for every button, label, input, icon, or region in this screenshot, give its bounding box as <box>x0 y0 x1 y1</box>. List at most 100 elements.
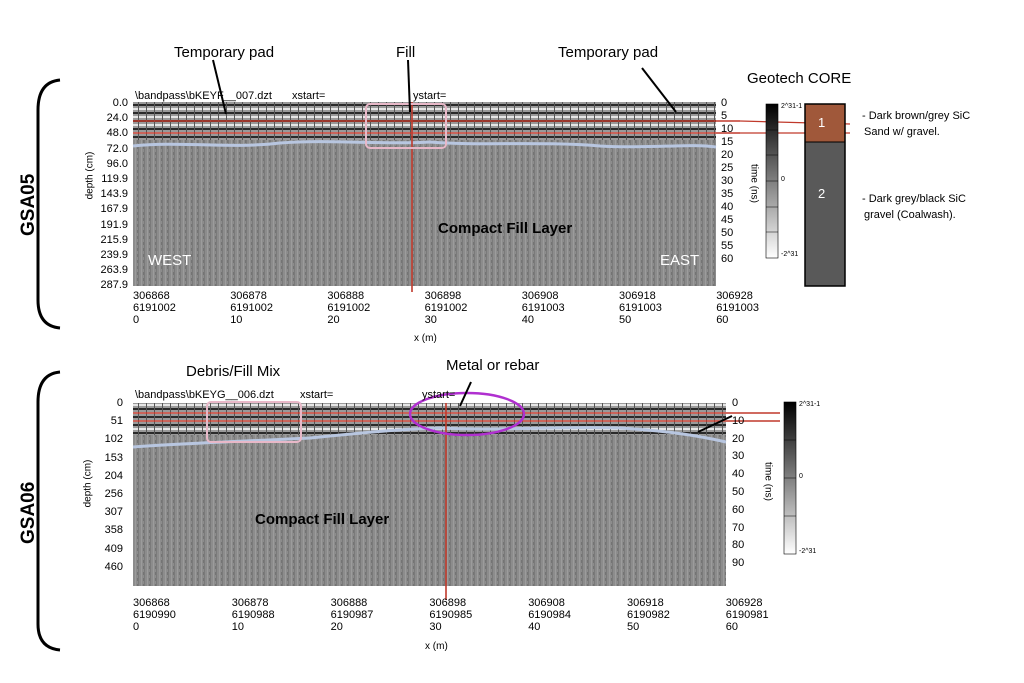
core-frame <box>804 103 846 287</box>
gsa05-x-tick-3-m: 30 <box>424 314 437 326</box>
gsa06-x-tick-5: 306918 6190982 50 <box>627 597 670 633</box>
gsa05-colorbar-bottom: -2^31 <box>781 251 799 258</box>
gsa06-depth-tick-4: 204 <box>104 469 123 482</box>
gsa05-x-tick-1-e: 306878 <box>230 290 267 302</box>
gsa05-depth-tick-0: 0.0 <box>112 97 128 109</box>
gsa06-x-tick-5-m: 50 <box>627 621 640 633</box>
gsa05-x-tick-3-e: 306898 <box>424 290 462 302</box>
gsa06-depth-tick-8: 409 <box>104 542 123 555</box>
gsa06-ann-metal: Metal or rebar <box>446 357 540 374</box>
gsa05-x-tick-1-m: 10 <box>230 314 243 326</box>
gsa05-depth-tick-8: 191.9 <box>100 218 128 231</box>
gsa05-file-line: \bandpass\bKEYF__007.dzt <box>135 90 272 102</box>
gsa05-depth-tick-7: 167.9 <box>100 203 128 216</box>
gsa05-depth-tick-10: 239.9 <box>100 249 128 261</box>
gsa06-x-tick-6: 306928 6190981 60 <box>726 597 769 633</box>
gsa06-time-tick-5: 50 <box>732 486 745 498</box>
gsa06-x-tick-5-e: 306918 <box>627 597 664 609</box>
gsa05-ann-west: WEST <box>148 252 192 269</box>
gsa06-depth-tick-3: 153 <box>104 451 123 464</box>
core-layer-1 <box>804 103 846 143</box>
gsa06-ann-debris: Debris/Fill Mix <box>186 363 281 380</box>
core-layer-2-number: 2 <box>818 186 826 201</box>
gsa05-x-tick-2-e: 306888 <box>327 290 365 302</box>
gsa06-debris-box <box>206 401 302 443</box>
gsa06-x-tick-2-m: 20 <box>330 621 343 633</box>
gsa06-x-tick-4-m: 40 <box>528 621 541 633</box>
gsa05-x-tick-2: 306888 6191002 20 <box>327 290 370 326</box>
gsa06-depth-tick-9: 460 <box>104 560 123 573</box>
gsa06-colorbar-mid: 0 <box>799 473 803 480</box>
gsa06-colorbar-top: 2^31-1 <box>799 401 821 408</box>
gsa05-label: GSA05 <box>18 173 39 236</box>
gsa05-time-axis-label: time (ns) <box>748 164 760 203</box>
gsa05-x-tick-5-m: 50 <box>619 314 632 326</box>
gsa06-time-tick-8: 80 <box>732 539 745 552</box>
gsa05-depth-tick-6: 143.9 <box>100 188 128 201</box>
gsa06-x-tick-0-e: 306868 <box>133 597 170 609</box>
gsa06-pointer-right <box>697 415 733 433</box>
gsa06-x-tick-1-e: 306878 <box>231 597 269 609</box>
core-layer-2-desc-line1: - Dark grey/black SiC <box>862 193 966 205</box>
core-layer-2 <box>804 141 846 287</box>
gsa05-x-tick-2-n: 6191002 <box>327 302 371 314</box>
gsa05-time-tick-5: 25 <box>721 162 734 174</box>
gsa06-label: GSA06 <box>18 481 39 544</box>
gsa05-x-tick-4-e: 306908 <box>521 290 559 302</box>
gsa06-x-tick-2: 306888 6190987 20 <box>331 597 374 633</box>
gsa06-x-tick-2-n: 6190987 <box>330 609 374 621</box>
gsa06-depth-tick-0: 0 <box>116 397 123 409</box>
gsa05-x-tick-6-n: 6191003 <box>716 302 760 314</box>
gsa06-xstart: xstart= <box>300 389 334 401</box>
gsa05-x-tick-0: 306868 6191002 0 <box>133 290 176 326</box>
gsa06-x-tick-3-n: 6190985 <box>429 609 473 621</box>
gsa06-ann-layer: Compact Fill Layer <box>255 511 390 528</box>
gsa06-depth-tick-5: 256 <box>104 488 123 500</box>
core-layer-1-desc-line1: - Dark brown/grey SiC <box>862 110 971 122</box>
gsa05-depth-tick-5: 119.9 <box>101 173 128 185</box>
gsa06-x-tick-3-e: 306898 <box>429 597 467 609</box>
gsa06-x-tick-3: 306898 6190985 30 <box>429 597 472 633</box>
gsa06-time-tick-4: 40 <box>732 468 745 481</box>
gsa05-x-tick-4-m: 40 <box>521 314 535 326</box>
gsa05-x-tick-6-m: 60 <box>716 314 729 326</box>
gsa05-x-tick-5-n: 6191003 <box>619 302 662 314</box>
gsa05-ystart: ystart= <box>413 90 447 102</box>
gsa05-interface <box>132 140 717 149</box>
gsa06-time-tick-7: 70 <box>732 521 745 534</box>
gsa05-x-tick-1-n: 6191002 <box>230 302 274 314</box>
gsa06-time-tick-1: 10 <box>732 414 745 427</box>
gsa05-time-tick-4: 20 <box>721 149 734 161</box>
gsa05-depth-tick-4: 96.0 <box>106 157 128 170</box>
gsa05-time-tick-6: 30 <box>721 175 734 187</box>
gsa06-colorbar-bottom: -2^31 <box>799 548 817 555</box>
gsa05-x-tick-0-e: 306868 <box>133 290 170 302</box>
gsa06-time-tick-0: 0 <box>732 397 739 409</box>
gsa05-depth-tick-9: 215.9 <box>100 233 128 246</box>
gsa05-time-tick-11: 55 <box>721 240 734 252</box>
gsa06-x-tick-3-m: 30 <box>429 621 442 633</box>
gsa05-time-tick-2: 10 <box>721 123 734 135</box>
gsa05-time-tick-10: 50 <box>721 227 734 239</box>
gsa05-depth-tick-1: 24.0 <box>106 112 128 125</box>
gsa06-time-tick-2: 20 <box>732 432 745 445</box>
gsa05-time-tick-0: 0 <box>721 97 728 109</box>
gsa05-time-tick-3: 15 <box>721 136 734 148</box>
gsa05-time-tick-12: 60 <box>721 253 734 265</box>
gsa05-x-tick-3-n: 6191002 <box>424 302 468 314</box>
gsa05-x-tick-5: 306918 6191003 50 <box>619 290 662 326</box>
gsa06-x-tick-0-n: 6190990 <box>133 609 176 621</box>
gsa06-time-tick-6: 60 <box>732 503 745 516</box>
gsa05-pointer-right <box>641 67 677 113</box>
gsa06-x-tick-0-m: 0 <box>133 621 140 633</box>
gsa06-x-tick-0: 306868 6190990 0 <box>133 597 176 633</box>
gsa06-x-tick-5-n: 6190982 <box>627 609 670 621</box>
gsa05-x-tick-4-n: 6191003 <box>521 302 565 314</box>
gsa06-file-line: \bandpass\bKEYG__006.dzt <box>135 389 274 401</box>
gsa05-x-tick-3: 306898 6191002 30 <box>425 290 468 326</box>
gsa05-ann-temporary-pad-left: Temporary pad <box>174 44 275 61</box>
gsa05-x-tick-0-n: 6191002 <box>133 302 176 314</box>
gsa05-x-axis-label: x (m) <box>414 333 437 344</box>
gsa06-depth-tick-1: 51 <box>110 415 123 428</box>
gsa06-depth-tick-2: 102 <box>104 433 123 446</box>
